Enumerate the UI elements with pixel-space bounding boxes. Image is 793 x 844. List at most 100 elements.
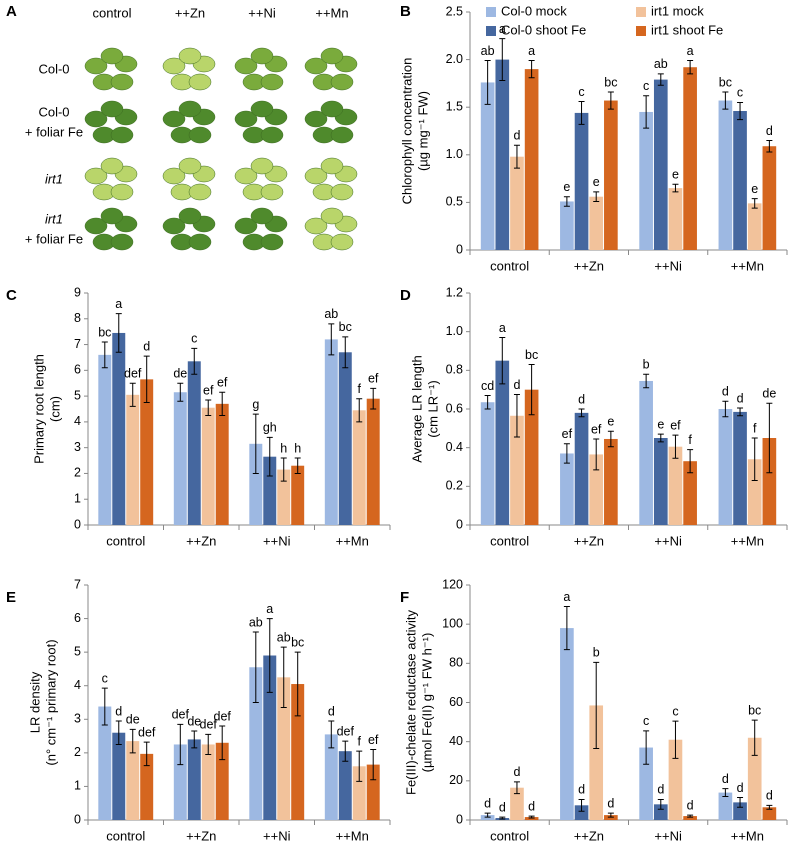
bar: [668, 446, 683, 525]
significance-label: d: [766, 124, 773, 138]
significance-label: a: [687, 44, 694, 58]
significance-label: d: [143, 339, 150, 353]
significance-label: bc: [339, 320, 352, 334]
significance-label: de: [187, 714, 201, 728]
leaf: [250, 100, 274, 118]
y-tick-label: 1.5: [446, 99, 463, 113]
bar: [639, 747, 653, 820]
bar: [277, 677, 291, 820]
leaf: [260, 183, 284, 201]
x-tick-label: ++Zn: [574, 828, 604, 843]
legend-label: Col-0 shoot Fe: [501, 22, 586, 37]
error-bar: [687, 60, 694, 75]
error-bar: [607, 812, 614, 818]
significance-label: d: [484, 796, 491, 810]
y-tick-label: 9: [74, 285, 81, 299]
significance-label: ef: [368, 733, 379, 747]
bar: [524, 69, 539, 251]
leaf: [100, 157, 124, 175]
x-tick-label: ++Zn: [574, 533, 604, 548]
leaf: [234, 110, 258, 128]
y-tick-label: 0.8: [446, 363, 463, 377]
bar: [510, 415, 524, 525]
error-bar: [593, 191, 600, 202]
significance-label: g: [252, 397, 259, 411]
significance-label: f: [753, 421, 757, 435]
significance-label: def: [200, 718, 218, 732]
error-bar: [722, 788, 729, 797]
y-tick-label: 2.0: [446, 52, 463, 66]
bar: [126, 741, 140, 820]
leaf: [178, 100, 202, 118]
error-bar: [328, 720, 335, 749]
leaf: [234, 57, 258, 75]
plantlet: [234, 100, 288, 144]
bar: [324, 339, 338, 525]
significance-label: ef: [368, 372, 379, 386]
y-tick-label: 4: [74, 414, 81, 428]
y-tick-label: 0: [74, 517, 81, 531]
leaf: [188, 126, 212, 144]
significance-label: def: [138, 725, 156, 739]
error-bar: [342, 740, 349, 762]
y-tick-label: 3: [74, 712, 81, 726]
leaf: [188, 183, 212, 201]
significance-label: c: [643, 714, 649, 728]
leaf: [330, 126, 354, 144]
bar: [263, 456, 277, 525]
error-bar: [101, 341, 108, 369]
bar: [201, 744, 215, 820]
legend-label: irt1 mock: [651, 3, 704, 18]
x-tick-label: ++Mn: [731, 258, 764, 273]
x-tick-label: control: [490, 533, 529, 548]
error-bar: [177, 382, 184, 402]
significance-label: bc: [748, 703, 761, 717]
x-tick-label: control: [106, 828, 145, 843]
leaf: [178, 207, 202, 225]
bar: [668, 188, 683, 250]
y-tick-label: 0: [74, 812, 81, 826]
x-tick-label: control: [490, 828, 529, 843]
bar: [291, 684, 305, 820]
column-label: control: [92, 5, 131, 20]
bar: [480, 82, 495, 250]
significance-label: e: [593, 175, 600, 189]
significance-label: bc: [98, 325, 111, 339]
bar: [291, 465, 305, 525]
plantlet: [304, 207, 358, 251]
error-bar: [129, 728, 136, 754]
plantlet: [234, 47, 288, 91]
significance-label: a: [499, 22, 506, 36]
plantlet: [162, 157, 216, 201]
error-bar: [219, 725, 226, 761]
bar: [173, 392, 187, 525]
error-bar: [266, 436, 273, 477]
significance-label: d: [766, 789, 773, 803]
bar: [747, 203, 762, 250]
y-tick-label: 5: [74, 644, 81, 658]
significance-label: c: [578, 85, 584, 99]
bar: [366, 764, 380, 820]
error-bar: [657, 73, 664, 86]
legend-swatch: [486, 26, 496, 36]
significance-label: d: [722, 772, 729, 786]
significance-label: cd: [481, 379, 494, 393]
significance-label: c: [672, 704, 678, 718]
error-bar: [766, 402, 773, 474]
x-tick-label: ++Ni: [263, 828, 291, 843]
error-bar: [687, 449, 694, 474]
significance-label: d: [578, 783, 585, 797]
error-bar: [751, 437, 758, 482]
error-bar: [563, 606, 570, 651]
bar: [733, 411, 747, 525]
error-bar: [751, 198, 758, 209]
error-bar: [499, 816, 506, 820]
bar: [187, 361, 201, 525]
leaf: [330, 73, 354, 91]
error-bar: [563, 443, 570, 464]
significance-label: d: [578, 392, 585, 406]
x-tick-label: ++Mn: [731, 533, 764, 548]
leaf: [100, 100, 124, 118]
error-bar: [643, 730, 650, 765]
y-tick-label: 1.0: [446, 324, 463, 338]
